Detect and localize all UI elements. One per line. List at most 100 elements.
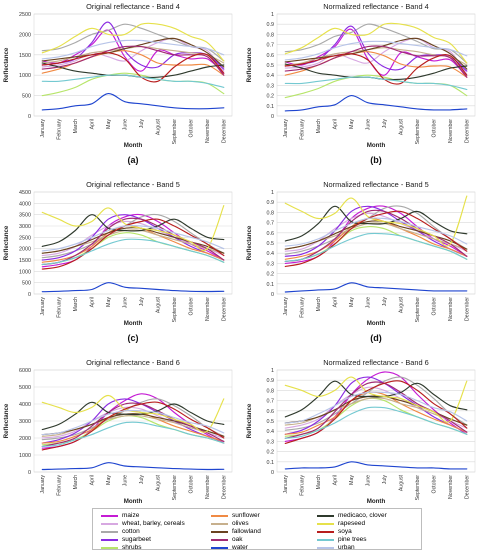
series-line-pine-trees bbox=[41, 238, 225, 266]
y-tick-label: 5000 bbox=[19, 385, 31, 391]
chart-svg-1: Original reflectance - Band 4 0 500 1000 150… bbox=[3, 2, 233, 165]
y-tick-label: 0.5 bbox=[267, 241, 275, 247]
legend-label: sunflower bbox=[232, 512, 260, 519]
legend-swatch bbox=[101, 539, 118, 541]
x-tick-label: February bbox=[300, 297, 306, 318]
y-tick-label: 1000 bbox=[19, 269, 31, 275]
x-tick-label: October bbox=[189, 475, 195, 494]
y-axis-label: Reflectance bbox=[246, 225, 253, 260]
y-tick-label: 0.3 bbox=[267, 83, 275, 89]
x-axis-label: Month bbox=[124, 320, 143, 327]
y-tick-label: 2000 bbox=[19, 436, 31, 442]
chart-panel-3: Original reflectance - Band 5 0 500 1000 150… bbox=[0, 178, 242, 348]
series-line-medicaco-clover bbox=[41, 214, 225, 247]
x-tick-label: December bbox=[465, 475, 471, 499]
y-tick-label: 0.3 bbox=[267, 439, 275, 445]
series-line-pine-trees bbox=[41, 74, 225, 88]
x-tick-label: September bbox=[172, 297, 178, 323]
y-tick-label: 2000 bbox=[19, 247, 31, 253]
x-tick-label: November bbox=[205, 475, 211, 499]
x-tick-label: December bbox=[465, 297, 471, 321]
x-tick-label: January bbox=[283, 475, 289, 494]
x-tick-label: July bbox=[382, 297, 388, 307]
panel-label: (d) bbox=[370, 333, 382, 343]
y-tick-label: 0.1 bbox=[267, 282, 275, 288]
series-line-medicaco-clover bbox=[41, 401, 225, 431]
legend-swatch bbox=[211, 523, 228, 525]
y-axis-label: Reflectance bbox=[246, 47, 253, 82]
series-line-rapeseed bbox=[284, 22, 468, 64]
y-tick-label: 2500 bbox=[19, 235, 31, 241]
x-tick-label: August bbox=[156, 296, 162, 313]
series-line-cotton bbox=[41, 213, 225, 259]
legend-swatch bbox=[101, 515, 118, 517]
legend-swatch bbox=[211, 547, 228, 549]
x-axis-label: Month bbox=[367, 498, 386, 505]
x-tick-label: October bbox=[189, 297, 195, 316]
x-tick-label: July bbox=[139, 297, 145, 307]
x-tick-label: March bbox=[73, 475, 79, 490]
x-tick-label: July bbox=[382, 475, 388, 485]
y-tick-label: 0.8 bbox=[267, 32, 275, 38]
x-tick-label: March bbox=[73, 119, 79, 134]
x-tick-label: May bbox=[106, 297, 112, 307]
y-tick-label: 0.3 bbox=[267, 261, 275, 267]
chart-panel-6: Normalized reflectance - Band 6 0 0.1 0.2 0.… bbox=[243, 356, 485, 526]
series-line-maize bbox=[41, 29, 225, 74]
y-tick-label: 0 bbox=[271, 114, 274, 120]
chart-title: Normalized reflectance - Band 4 bbox=[323, 2, 429, 11]
y-tick-label: 0.9 bbox=[267, 22, 275, 28]
x-tick-label: April bbox=[90, 475, 96, 485]
x-tick-label: July bbox=[139, 475, 145, 485]
chart-panel-1: Original reflectance - Band 4 0 500 1000 150… bbox=[0, 0, 242, 170]
x-tick-label: September bbox=[172, 119, 178, 145]
x-tick-label: August bbox=[399, 474, 405, 491]
legend-swatch bbox=[101, 523, 118, 525]
legend-swatch bbox=[317, 539, 334, 541]
series-line-soya bbox=[41, 401, 225, 451]
y-axis-label: Reflectance bbox=[3, 47, 10, 82]
legend-swatch bbox=[211, 539, 228, 541]
series-line-soya bbox=[284, 210, 468, 268]
chart-svg-3: Original reflectance - Band 5 0 500 1000 150… bbox=[3, 180, 233, 343]
x-axis-label: Month bbox=[367, 320, 386, 327]
series-line-water bbox=[41, 282, 225, 293]
chart-panel-4: Normalized reflectance - Band 5 0 0.1 0.2 0.… bbox=[243, 178, 485, 348]
x-tick-label: October bbox=[432, 475, 438, 494]
x-tick-label: June bbox=[123, 119, 129, 130]
series-line-rapeseed bbox=[284, 195, 468, 247]
y-tick-label: 0.1 bbox=[267, 460, 275, 466]
x-tick-label: March bbox=[316, 475, 322, 490]
series-line-urban bbox=[41, 224, 225, 252]
x-tick-label: October bbox=[432, 297, 438, 316]
legend: maize wheat, barley, cereals cotton sugarbe… bbox=[92, 508, 422, 551]
x-tick-label: December bbox=[222, 297, 228, 321]
x-tick-label: February bbox=[300, 119, 306, 140]
legend-label: sugarbeet bbox=[122, 536, 151, 543]
y-tick-label: 500 bbox=[22, 94, 31, 100]
y-axis-label: Reflectance bbox=[246, 403, 253, 438]
y-tick-label: 2500 bbox=[19, 12, 31, 18]
y-tick-label: 0.6 bbox=[267, 231, 275, 237]
legend-swatch bbox=[211, 515, 228, 517]
x-tick-label: May bbox=[349, 119, 355, 129]
y-tick-label: 0.7 bbox=[267, 43, 275, 49]
y-axis-label: Reflectance bbox=[3, 403, 10, 438]
x-tick-label: November bbox=[448, 297, 454, 321]
series-line-cotton bbox=[284, 205, 468, 255]
y-tick-label: 0 bbox=[28, 114, 31, 120]
y-tick-label: 3500 bbox=[19, 213, 31, 219]
x-tick-label: September bbox=[415, 297, 421, 323]
legend-label: pine trees bbox=[338, 536, 367, 543]
series-line-sugarbeet bbox=[41, 398, 225, 444]
y-tick-label: 1000 bbox=[19, 453, 31, 459]
x-tick-label: April bbox=[333, 297, 339, 307]
y-tick-label: 0.2 bbox=[267, 94, 275, 100]
x-tick-label: September bbox=[172, 475, 178, 501]
legend-swatch bbox=[101, 547, 118, 549]
series-line-rapeseed bbox=[41, 394, 225, 433]
y-tick-label: 0.8 bbox=[267, 388, 275, 394]
legend-label: water bbox=[232, 544, 248, 551]
y-tick-label: 1 bbox=[271, 190, 274, 196]
